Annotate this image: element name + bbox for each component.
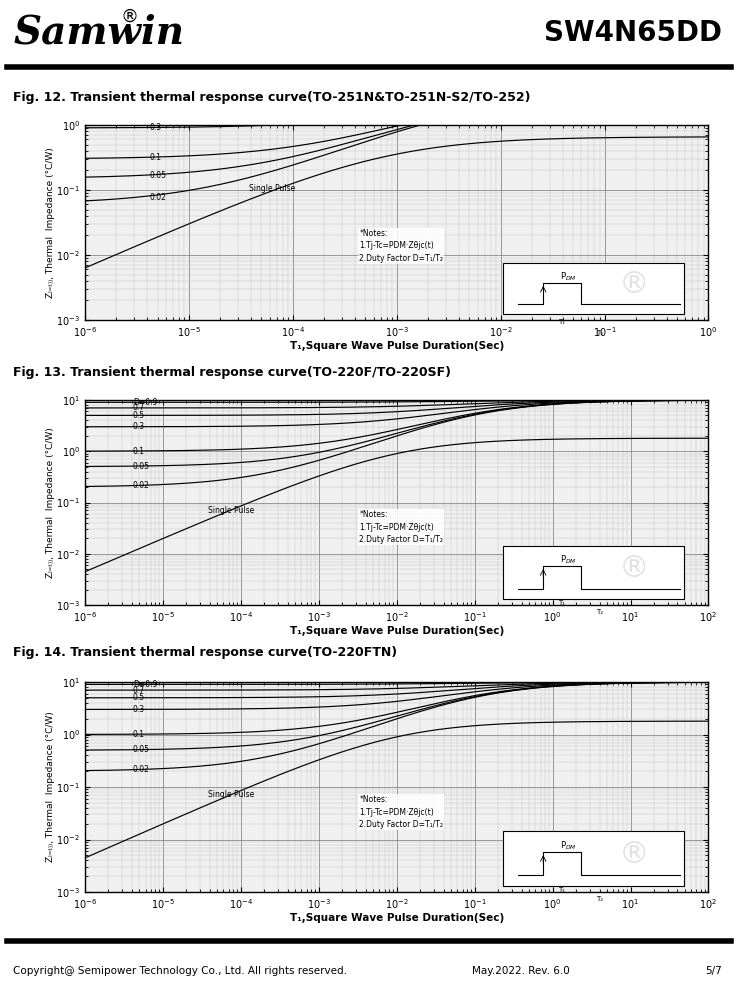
X-axis label: T₁,Square Wave Pulse Duration(Sec): T₁,Square Wave Pulse Duration(Sec) bbox=[289, 341, 504, 351]
X-axis label: T₁,Square Wave Pulse Duration(Sec): T₁,Square Wave Pulse Duration(Sec) bbox=[289, 913, 504, 923]
Text: Copyright@ Semipower Technology Co., Ltd. All rights reserved.: Copyright@ Semipower Technology Co., Ltd… bbox=[13, 966, 348, 976]
Text: P$_{DM}$: P$_{DM}$ bbox=[560, 271, 576, 283]
Bar bbox=[503, 263, 683, 314]
X-axis label: T₁,Square Wave Pulse Duration(Sec): T₁,Square Wave Pulse Duration(Sec) bbox=[289, 626, 504, 636]
Text: Single Pulse: Single Pulse bbox=[208, 506, 255, 515]
Text: 0.7: 0.7 bbox=[133, 686, 145, 695]
Text: T₁: T₁ bbox=[559, 887, 565, 893]
Text: 0.02: 0.02 bbox=[133, 765, 150, 774]
Text: *Notes:
1.Tj-Tc=PDM·Zθjc(t)
2.Duty Factor D=T₁/T₂: *Notes: 1.Tj-Tc=PDM·Zθjc(t) 2.Duty Facto… bbox=[359, 510, 444, 544]
Bar bbox=[503, 831, 683, 886]
Text: 0.5: 0.5 bbox=[133, 693, 145, 702]
Text: 0.5: 0.5 bbox=[133, 411, 145, 420]
Text: SW4N65DD: SW4N65DD bbox=[544, 19, 722, 47]
Text: *Notes:
1.Tj-Tc=PDM·Zθjc(t)
2.Duty Factor D=T₁/T₂: *Notes: 1.Tj-Tc=PDM·Zθjc(t) 2.Duty Facto… bbox=[359, 229, 444, 263]
Text: T₂: T₂ bbox=[596, 330, 603, 336]
Text: Single Pulse: Single Pulse bbox=[249, 184, 295, 193]
Text: 0.3: 0.3 bbox=[149, 123, 161, 132]
Text: 0.02: 0.02 bbox=[133, 481, 150, 490]
Text: 0.3: 0.3 bbox=[133, 422, 145, 431]
Text: 5/7: 5/7 bbox=[705, 966, 722, 976]
Text: *Notes:
1.Tj-Tc=PDM·Zθjc(t)
2.Duty Factor D=T₁/T₂: *Notes: 1.Tj-Tc=PDM·Zθjc(t) 2.Duty Facto… bbox=[359, 795, 444, 829]
Text: 0.3: 0.3 bbox=[133, 705, 145, 714]
Bar bbox=[503, 546, 683, 599]
Text: P$_{DM}$: P$_{DM}$ bbox=[560, 554, 576, 566]
Y-axis label: Zₗ₌ₜ₎₎, Thermal  Impedance (°C/W): Zₗ₌ₜ₎₎, Thermal Impedance (°C/W) bbox=[46, 427, 55, 578]
Text: 0.02: 0.02 bbox=[149, 193, 166, 202]
Text: P$_{DM}$: P$_{DM}$ bbox=[560, 840, 576, 852]
Text: D=0.9: D=0.9 bbox=[133, 680, 157, 689]
Text: Fig. 13. Transient thermal response curve(TO-220F/TO-220SF): Fig. 13. Transient thermal response curv… bbox=[13, 366, 451, 379]
Text: ®: ® bbox=[618, 554, 649, 583]
Text: May.2022. Rev. 6.0: May.2022. Rev. 6.0 bbox=[472, 966, 570, 976]
Text: ®: ® bbox=[120, 8, 138, 26]
Text: 0.05: 0.05 bbox=[133, 462, 150, 471]
Y-axis label: Zₗ₌ₜ₎₎, Thermal  Impedance (°C/W): Zₗ₌ₜ₎₎, Thermal Impedance (°C/W) bbox=[46, 712, 55, 862]
Text: 0.7: 0.7 bbox=[133, 403, 145, 412]
Text: D=0.9: D=0.9 bbox=[133, 398, 157, 407]
Text: ®: ® bbox=[618, 840, 649, 869]
Text: 0.1: 0.1 bbox=[133, 730, 145, 739]
Text: 0.1: 0.1 bbox=[149, 153, 161, 162]
Text: T₂: T₂ bbox=[596, 609, 603, 615]
Text: 0.05: 0.05 bbox=[149, 171, 166, 180]
Text: ®: ® bbox=[618, 270, 649, 299]
Text: 0.05: 0.05 bbox=[133, 745, 150, 754]
Text: Fig. 14. Transient thermal response curve(TO-220FTN): Fig. 14. Transient thermal response curv… bbox=[13, 646, 397, 659]
Text: Samwin: Samwin bbox=[13, 14, 184, 52]
Y-axis label: Zₗ₌ₜ₎₎, Thermal  Impedance (°C/W): Zₗ₌ₜ₎₎, Thermal Impedance (°C/W) bbox=[46, 147, 55, 298]
Text: T₁: T₁ bbox=[559, 600, 565, 606]
Text: T₂: T₂ bbox=[596, 896, 603, 902]
Text: 0.1: 0.1 bbox=[133, 447, 145, 456]
Text: Fig. 12. Transient thermal response curve(TO-251N&TO-251N-S2/TO-252): Fig. 12. Transient thermal response curv… bbox=[13, 91, 531, 104]
Text: T₁: T₁ bbox=[559, 319, 565, 325]
Text: Single Pulse: Single Pulse bbox=[208, 790, 255, 799]
